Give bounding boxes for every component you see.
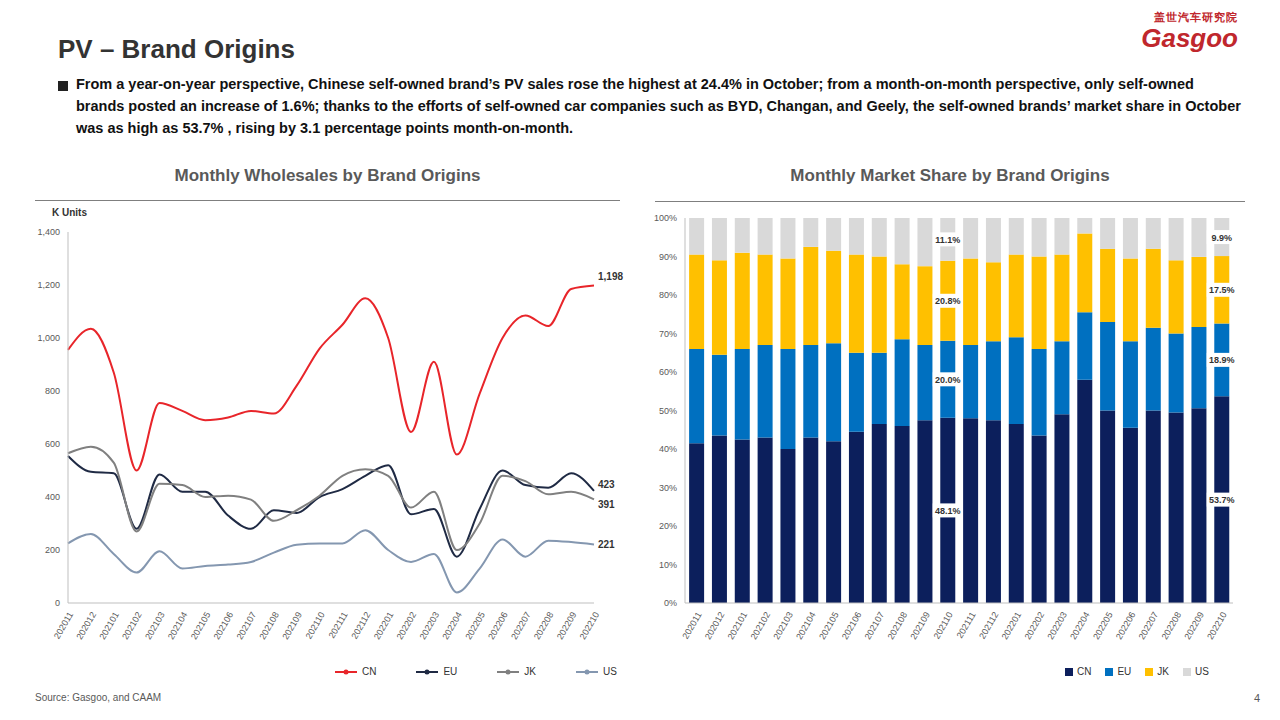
svg-text:202209: 202209: [1182, 610, 1206, 641]
svg-text:100%: 100%: [654, 213, 677, 223]
svg-text:1,198: 1,198: [598, 271, 623, 282]
svg-text:202103: 202103: [771, 610, 795, 641]
svg-text:202201: 202201: [372, 610, 396, 641]
svg-text:202203: 202203: [1045, 610, 1069, 641]
html-text:EU: EU: [1117, 666, 1132, 677]
svg-text:202109: 202109: [280, 610, 304, 641]
svg-text:202105: 202105: [189, 610, 213, 641]
svg-text:202108: 202108: [257, 610, 281, 641]
svg-text:202110: 202110: [303, 610, 326, 640]
svg-text:40%: 40%: [659, 444, 677, 454]
svg-text:202103: 202103: [143, 610, 167, 641]
svg-text:202111: 202111: [955, 610, 978, 640]
html-text:CN: CN: [1077, 666, 1092, 677]
html-text:盖世汽车研究院: 盖世汽车研究院: [1154, 11, 1238, 23]
svg-text:1,400: 1,400: [37, 227, 60, 237]
svg-text:10%: 10%: [659, 560, 677, 570]
svg-text:202207: 202207: [509, 610, 533, 641]
html-text:Gasgoo: Gasgoo: [1141, 23, 1238, 53]
svg-text:202104: 202104: [794, 610, 818, 641]
svg-text:800: 800: [45, 386, 60, 396]
html-text:Monthly Market Share by Brand: Monthly Market Share by Brand Origins: [790, 166, 1110, 185]
html-text:K Units: K Units: [52, 207, 87, 218]
html-text:CN: CN: [362, 666, 377, 677]
svg-text:202205: 202205: [463, 610, 487, 641]
svg-text:20%: 20%: [659, 521, 677, 531]
svg-text:202204: 202204: [440, 610, 464, 641]
svg-text:18.9%: 18.9%: [1209, 355, 1235, 365]
svg-text:202107: 202107: [235, 610, 259, 641]
svg-text:202109: 202109: [908, 610, 932, 641]
svg-text:202107: 202107: [863, 610, 887, 641]
svg-text:90%: 90%: [659, 252, 677, 262]
svg-text:202111: 202111: [327, 610, 350, 640]
svg-text:202210: 202210: [578, 610, 602, 641]
svg-text:0%: 0%: [664, 598, 677, 608]
svg-text:80%: 80%: [659, 290, 677, 300]
svg-text:202011: 202011: [52, 610, 75, 640]
svg-text:202012: 202012: [74, 610, 98, 641]
svg-text:202108: 202108: [885, 610, 909, 641]
svg-text:30%: 30%: [659, 483, 677, 493]
svg-text:200: 200: [45, 545, 60, 555]
svg-text:70%: 70%: [659, 329, 677, 339]
svg-text:202106: 202106: [840, 610, 864, 641]
svg-text:202101: 202101: [726, 610, 750, 641]
svg-text:202105: 202105: [817, 610, 841, 641]
svg-text:202202: 202202: [1022, 610, 1046, 641]
html-text:JK: JK: [1157, 666, 1169, 677]
svg-text:1,200: 1,200: [37, 280, 60, 290]
svg-text:202112: 202112: [977, 610, 1000, 640]
html-text:Monthly Wholesales by Brand Or: Monthly Wholesales by Brand Origins: [174, 166, 481, 185]
html-text:Source: Gasgoo, and CAAM: Source: Gasgoo, and CAAM: [35, 692, 162, 703]
html-text:4: 4: [1253, 692, 1260, 704]
svg-text:221: 221: [598, 539, 615, 550]
svg-text:202201: 202201: [1000, 610, 1024, 641]
svg-text:202209: 202209: [555, 610, 579, 641]
svg-text:202208: 202208: [1159, 610, 1183, 641]
svg-text:11.1%: 11.1%: [935, 235, 960, 245]
html-text:From a year-on-year perspectiv: From a year-on-year perspective, Chinese…: [76, 76, 1241, 136]
svg-text:50%: 50%: [659, 406, 677, 416]
svg-text:202204: 202204: [1068, 610, 1092, 641]
svg-text:9.9%: 9.9%: [1212, 233, 1233, 243]
svg-text:202011: 202011: [680, 610, 703, 640]
svg-text:48.1%: 48.1%: [935, 506, 961, 516]
svg-text:600: 600: [45, 439, 60, 449]
svg-text:202110: 202110: [932, 610, 955, 640]
svg-text:202210: 202210: [1205, 610, 1229, 641]
svg-text:202206: 202206: [486, 610, 510, 641]
svg-text:202207: 202207: [1137, 610, 1161, 641]
svg-text:202102: 202102: [120, 610, 144, 641]
svg-text:423: 423: [598, 479, 615, 490]
svg-text:202203: 202203: [417, 610, 441, 641]
svg-text:202104: 202104: [166, 610, 190, 641]
html-text:US: US: [1195, 666, 1209, 677]
svg-text:202205: 202205: [1091, 610, 1115, 641]
svg-text:400: 400: [45, 492, 60, 502]
svg-text:202106: 202106: [212, 610, 236, 641]
svg-text:20.0%: 20.0%: [935, 375, 961, 385]
svg-text:202112: 202112: [349, 610, 372, 640]
svg-text:202206: 202206: [1114, 610, 1138, 641]
svg-text:20.8%: 20.8%: [935, 296, 961, 306]
html-text:EU: EU: [443, 666, 458, 677]
svg-text:60%: 60%: [659, 367, 677, 377]
svg-text:391: 391: [598, 499, 615, 510]
svg-text:0: 0: [55, 598, 60, 608]
svg-text:202012: 202012: [703, 610, 727, 641]
svg-text:53.7%: 53.7%: [1209, 495, 1235, 505]
svg-text:202208: 202208: [532, 610, 556, 641]
html-text:PV – Brand Origins: PV – Brand Origins: [58, 34, 295, 64]
svg-text:202101: 202101: [97, 610, 121, 641]
svg-text:1,000: 1,000: [37, 333, 60, 343]
svg-text:17.5%: 17.5%: [1209, 285, 1235, 295]
svg-text:202102: 202102: [748, 610, 772, 641]
svg-text:202202: 202202: [395, 610, 419, 641]
html-text:JK: JK: [524, 666, 536, 677]
html-text:US: US: [603, 666, 617, 677]
